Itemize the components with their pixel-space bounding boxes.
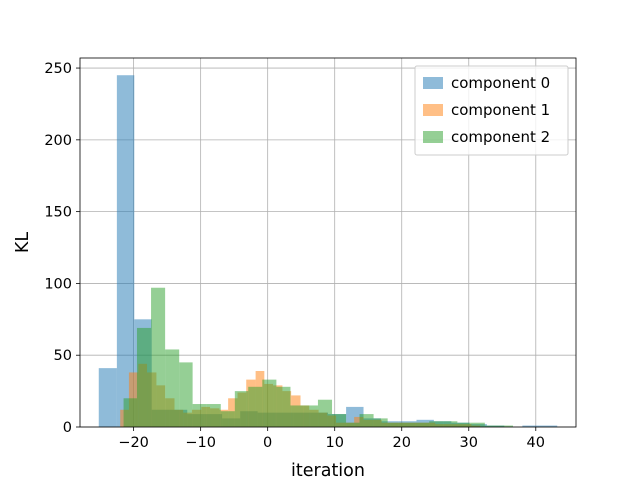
y-tick-label: 150	[44, 205, 72, 221]
histogram-bar-series-2	[248, 386, 263, 427]
x-axis-label: iteration	[291, 461, 365, 480]
histogram-bar-series-2	[429, 421, 444, 427]
histogram-bar-series-2	[136, 327, 152, 427]
legend-swatch-1	[423, 104, 443, 116]
x-tick-label: 10	[325, 435, 343, 451]
legend-box	[414, 65, 569, 156]
legend-label-0: component 0	[451, 74, 550, 92]
histogram-bar-series-2	[206, 404, 221, 427]
histogram-bar-series-0	[522, 425, 540, 427]
histogram-bar-series-0	[539, 425, 558, 427]
y-tick-label: 0	[63, 420, 72, 436]
legend-swatch-0	[423, 77, 443, 89]
histogram-bar-series-2	[123, 398, 137, 427]
histogram-bar-series-2	[234, 391, 249, 427]
histogram-bar-series-2	[192, 404, 207, 427]
y-tick-label: 50	[54, 348, 72, 364]
bars	[98, 75, 558, 428]
histogram-bar-series-0	[116, 75, 135, 428]
legend-label-1: component 1	[451, 101, 550, 119]
y-tick-label: 200	[44, 133, 72, 149]
legend-swatch-2	[423, 131, 443, 143]
histogram-bar-series-2	[262, 379, 277, 427]
histogram-bar-series-2	[457, 422, 471, 427]
y-axis-label: KL	[13, 232, 33, 253]
x-tick-label: −10	[185, 435, 216, 451]
histogram-bar-series-1	[354, 416, 364, 427]
histogram-bar-series-2	[220, 411, 235, 427]
x-tick-label: 30	[460, 435, 478, 451]
x-tick-label: 40	[527, 435, 545, 451]
histogram-bar-series-2	[276, 386, 291, 427]
x-tick-label: 0	[263, 435, 272, 451]
histogram-bar-series-2	[373, 418, 388, 427]
histogram-bar-series-2	[415, 422, 430, 427]
histogram-bar-series-2	[484, 425, 499, 427]
histogram-bar-series-2	[470, 422, 485, 427]
y-tick-label: 100	[44, 276, 72, 292]
histogram-bar-series-2	[387, 422, 402, 427]
histogram-bar-series-2	[359, 414, 374, 427]
histogram-bar-series-2	[151, 287, 166, 427]
plot-frame	[79, 57, 577, 428]
histogram-bar-series-2	[179, 362, 193, 427]
histogram-bar-series-0	[98, 368, 117, 427]
ticks: −20 −10 0 10 20 30 40 0 50 100 150 200 250	[44, 61, 545, 451]
histogram-bar-series-2	[290, 405, 304, 427]
legend-label-2: component 2	[451, 128, 550, 146]
y-tick-label: 250	[44, 61, 72, 77]
histogram-bar-series-2	[346, 422, 360, 427]
histogram-bar-series-2	[498, 425, 513, 427]
histogram-bar-series-2	[317, 399, 333, 427]
legend: component 0 component 1 component 2	[414, 65, 569, 156]
histogram-bar-series-2	[332, 414, 347, 427]
histogram-bar-series-2	[401, 422, 416, 427]
histogram-bar-series-2	[443, 421, 458, 427]
histogram-bar-series-2	[165, 349, 180, 427]
x-tick-label: −20	[118, 435, 149, 451]
histogram-bar-series-2	[303, 405, 318, 427]
x-tick-label: 20	[393, 435, 411, 451]
